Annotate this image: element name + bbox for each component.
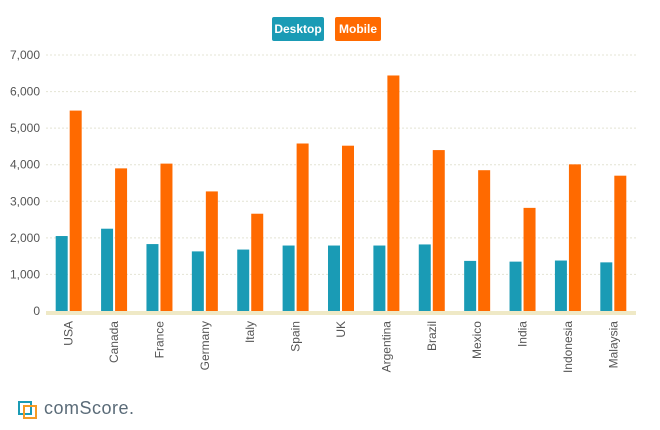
bar-mobile xyxy=(614,175,627,311)
x-tick-label: Indonesia xyxy=(561,321,575,373)
bar-mobile xyxy=(478,170,491,311)
y-tick-label: 2,000 xyxy=(10,231,40,245)
x-tick-label: Germany xyxy=(198,321,212,370)
x-axis-baseline xyxy=(46,311,636,315)
x-tick-label: USA xyxy=(62,321,76,346)
comscore-logo: comScore. xyxy=(18,398,135,419)
y-tick-label: 4,000 xyxy=(10,158,40,172)
x-tick-label: Brazil xyxy=(425,321,439,351)
bar-desktop xyxy=(509,261,522,311)
bar-desktop xyxy=(146,244,159,311)
bar-mobile xyxy=(160,163,173,311)
bar-desktop xyxy=(191,251,204,311)
legend-mobile: Mobile xyxy=(335,17,381,41)
bar-mobile xyxy=(251,213,264,311)
bar-mobile xyxy=(568,164,581,311)
bar-mobile xyxy=(69,110,82,312)
bar-desktop xyxy=(237,249,250,311)
bar-desktop xyxy=(328,245,340,311)
x-tick-label: Canada xyxy=(107,321,121,363)
bar-chart: 0 1,000 2,000 3,000 4,000 5,000 6,000 7,000 USA C… xyxy=(10,48,636,373)
y-tick-label: 0 xyxy=(33,304,40,318)
x-tick-label: France xyxy=(152,321,166,359)
bar-desktop xyxy=(464,260,477,311)
x-tick-label: Malaysia xyxy=(606,321,620,369)
bar-mobile xyxy=(296,143,309,311)
bar-mobile xyxy=(523,207,536,311)
bar-desktop xyxy=(55,236,68,311)
bar-desktop xyxy=(600,262,613,311)
bar-mobile xyxy=(205,191,218,311)
y-tick-label: 5,000 xyxy=(10,121,40,135)
bar-desktop xyxy=(554,260,567,311)
comscore-logo-icon xyxy=(18,400,37,419)
bar-mobile xyxy=(115,168,128,311)
x-tick-label: Spain xyxy=(289,321,303,352)
x-tick-label: Mexico xyxy=(470,321,484,359)
bar-desktop xyxy=(282,245,295,311)
y-tick-label: 6,000 xyxy=(10,85,40,99)
x-tick-label: UK xyxy=(334,321,348,338)
legend-desktop: Desktop xyxy=(272,17,324,41)
legend-mobile-label: Mobile xyxy=(339,22,377,36)
y-tick-label: 7,000 xyxy=(10,48,40,62)
comscore-logo-text: comScore. xyxy=(44,398,135,418)
y-tick-label: 1,000 xyxy=(10,267,40,281)
bar-mobile xyxy=(342,145,354,311)
bar-mobile xyxy=(387,75,400,311)
bar-desktop xyxy=(101,228,114,311)
bar-mobile xyxy=(432,150,445,311)
bar-desktop xyxy=(418,244,431,311)
legend-desktop-label: Desktop xyxy=(274,22,322,36)
x-tick-label: India xyxy=(516,321,530,347)
y-tick-label: 3,000 xyxy=(10,194,40,208)
x-tick-label: Argentina xyxy=(379,321,393,373)
bar-desktop xyxy=(373,245,386,311)
x-tick-label: Italy xyxy=(243,321,257,343)
